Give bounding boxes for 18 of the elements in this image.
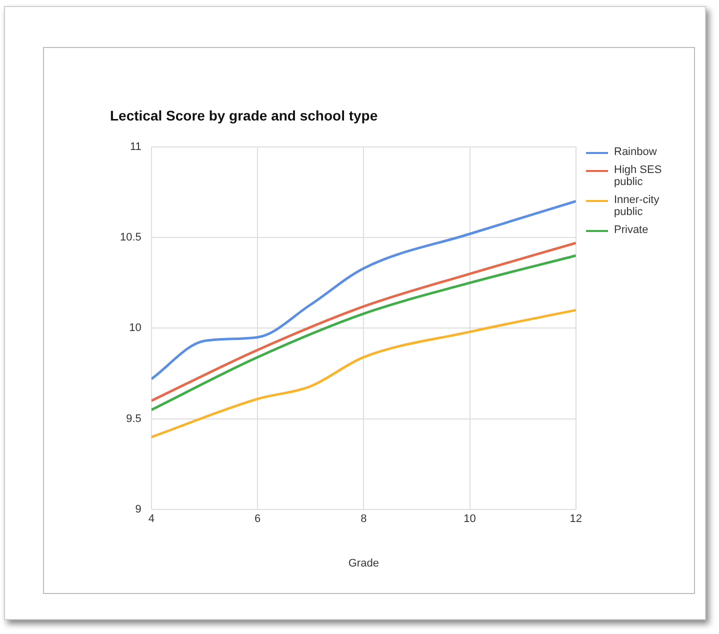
legend-label: High SES public <box>614 164 663 188</box>
legend-label: Rainbow <box>614 146 657 158</box>
line-series <box>151 308 576 438</box>
line-series <box>151 200 576 380</box>
x-tick-label: 6 <box>254 513 261 526</box>
x-tick-label: 12 <box>570 513 582 526</box>
y-tick-label: 10 <box>129 322 142 334</box>
y-tick-label: 10.5 <box>120 232 142 244</box>
legend-label: Inner-city public <box>614 194 660 218</box>
y-tick-label: 11 <box>130 140 142 153</box>
x-tick-label: 8 <box>360 513 367 526</box>
y-tick-label: 9 <box>135 504 142 516</box>
chart-title: Lectical Score by grade and school type <box>110 107 378 124</box>
x-tick-label: 4 <box>148 513 154 526</box>
x-tick-label: 10 <box>464 513 476 526</box>
x-axis-title: Grade <box>348 557 379 570</box>
legend-label: Private <box>614 224 648 236</box>
y-tick-label: 9.5 <box>126 412 142 425</box>
